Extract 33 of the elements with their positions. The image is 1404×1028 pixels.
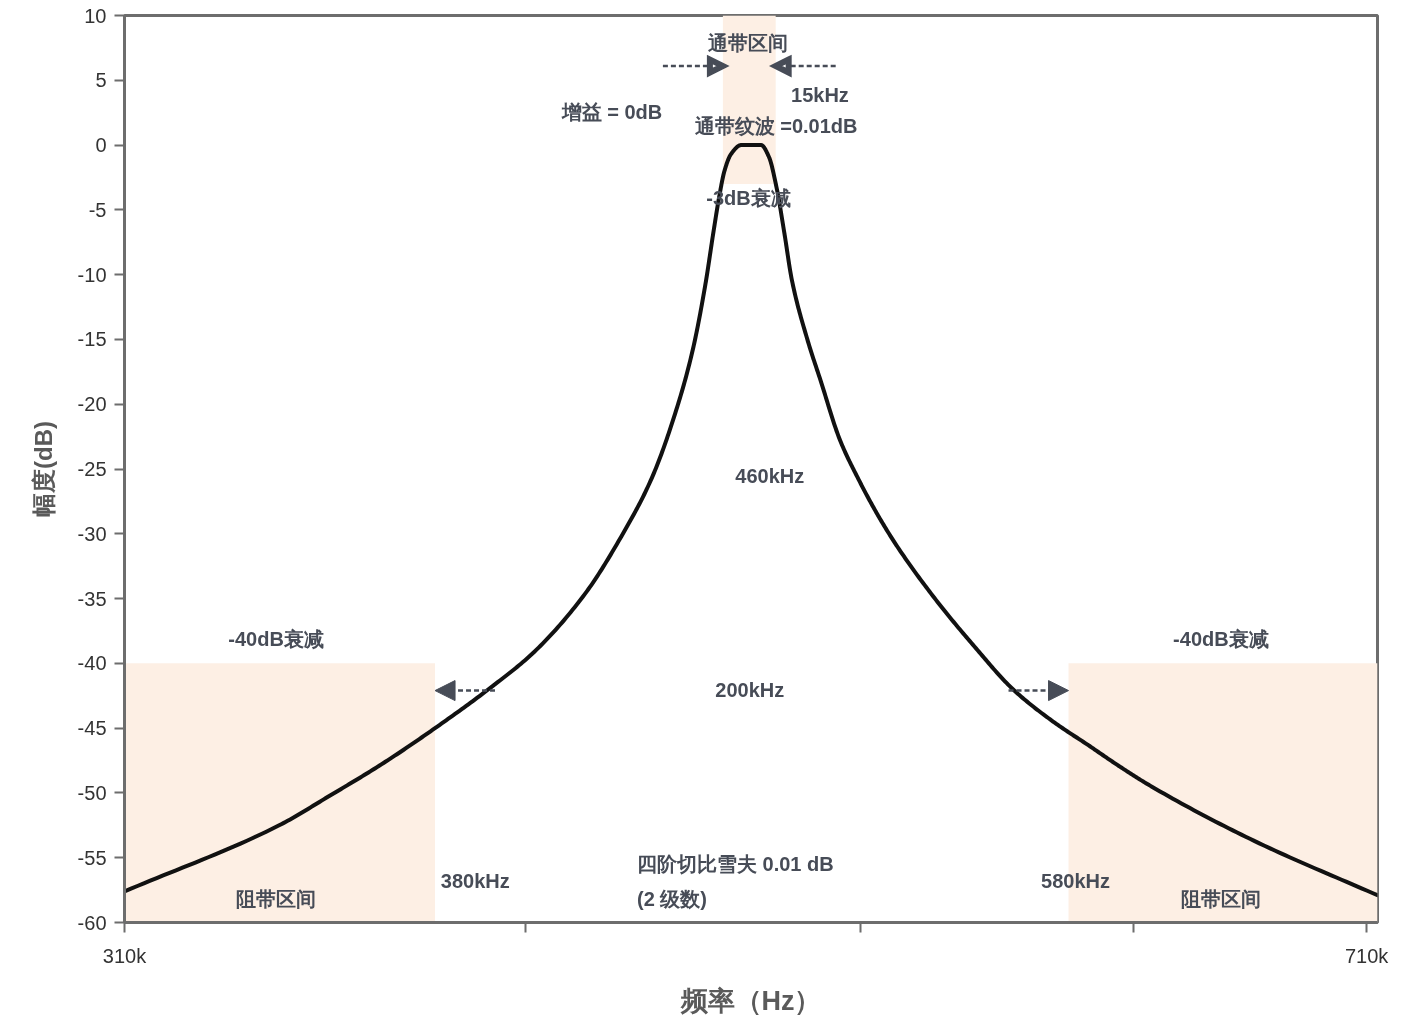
y-tick-label: -35 <box>77 587 107 610</box>
annotation: 增益 = 0dB <box>560 100 663 123</box>
x-tick-label: 310k <box>102 944 148 967</box>
x-tick-label: 710k <box>1344 944 1390 967</box>
annotation: 380kHz <box>440 869 510 892</box>
annotation: 通带纹波 =0.01dB <box>693 115 858 138</box>
y-tick-label: -5 <box>88 198 107 221</box>
annotation: (2 级数) <box>636 887 707 910</box>
y-tick-label: -15 <box>77 328 107 351</box>
annotation: 阻带区间 <box>1180 887 1261 910</box>
y-tick-label: -20 <box>77 393 107 416</box>
y-tick-label: -60 <box>77 911 107 934</box>
y-tick-label: 5 <box>95 69 107 92</box>
annotation: 200kHz <box>715 679 785 702</box>
annotation: 阻带区间 <box>236 887 317 910</box>
y-axis-title: 幅度(dB) <box>29 421 57 517</box>
y-tick-label: -30 <box>77 522 107 545</box>
y-tick-label: -45 <box>77 717 107 740</box>
annotation: -40dB衰减 <box>1173 627 1269 650</box>
annotation: 460kHz <box>735 465 805 488</box>
annotation: 通带区间 <box>707 31 789 54</box>
annotation: -40dB衰减 <box>228 627 324 650</box>
y-tick-label: -10 <box>77 263 107 286</box>
y-tick-label: 0 <box>95 134 107 157</box>
x-axis-title: 频率（Hz） <box>679 985 822 1016</box>
y-tick-label: -25 <box>77 458 107 480</box>
y-tick-label: -50 <box>77 781 107 804</box>
y-tick-label: 10 <box>84 4 107 27</box>
y-tick-label: -40 <box>77 652 107 675</box>
annotation: 15kHz <box>791 84 849 107</box>
annotation: 四阶切比雪夫 0.01 dB <box>636 853 834 876</box>
y-tick-label: -55 <box>77 846 107 869</box>
annotation: 580kHz <box>1041 869 1110 892</box>
